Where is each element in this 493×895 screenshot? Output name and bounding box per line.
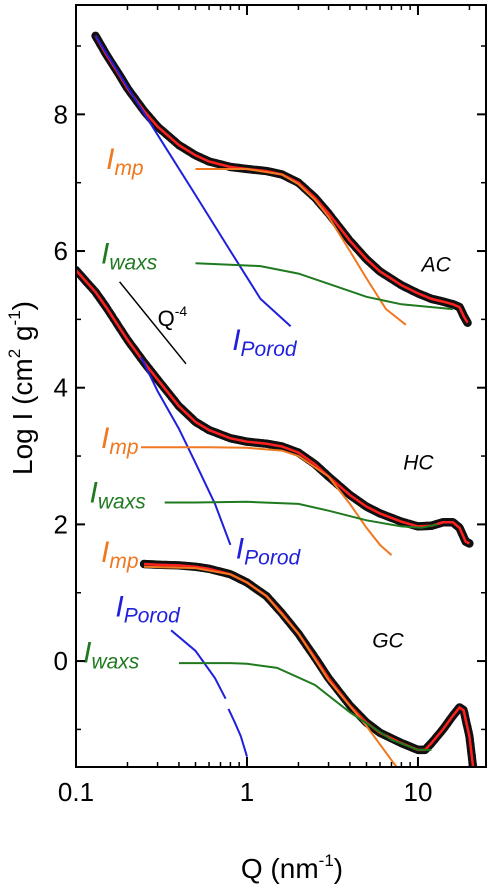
y-tick-label: 2 [54, 509, 68, 539]
slope-guide-line [119, 281, 187, 365]
label-i-mp-hc: Imp [101, 422, 139, 459]
fit-line-gc [143, 562, 475, 767]
mp-line-hc [141, 446, 393, 556]
waxs-line-ac [195, 262, 453, 311]
x-tick-label: 0.1 [58, 777, 94, 807]
label-i-porod-ac: IPorod [232, 324, 298, 361]
x-tick-label: 1 [240, 777, 254, 807]
mp-line-ac [195, 168, 407, 326]
porod-line-ac [94, 35, 292, 327]
axes: Imp Iwaxs IPorod AC Imp Iwaxs IPorod HC Imp Iwaxs… [54, 5, 486, 807]
plot-frame [75, 4, 487, 768]
porod-line-gc [170, 629, 227, 700]
mp-line-gc [143, 565, 398, 767]
fit-line-hc [76, 269, 470, 545]
plot-area [76, 31, 478, 767]
label-i-porod-hc: IPorod [236, 533, 302, 570]
fit-line-ac [94, 35, 469, 324]
label-i-mp-ac: Imp [106, 143, 144, 180]
y-tick-label: 4 [54, 373, 68, 403]
data-series-ac [91, 31, 472, 327]
label-i-waxs-gc: Iwaxs [83, 636, 140, 673]
y-tick-label: 0 [54, 646, 68, 676]
sample-label-ac: AC [420, 254, 452, 277]
porod-line-hc [140, 356, 232, 546]
sample-label-hc: HC [403, 452, 434, 475]
x-axis-title: Q (nm-1) [241, 851, 343, 884]
label-i-waxs-hc: Iwaxs [90, 477, 147, 514]
porod-line-gc-b [227, 708, 248, 757]
label-i-porod-gc: IPorod [115, 591, 181, 628]
x-tick-label: 10 [403, 777, 432, 807]
label-i-waxs-ac: Iwaxs [101, 237, 158, 274]
data-series-gc [139, 559, 478, 767]
waxs-line-gc [178, 662, 432, 751]
waxs-line-hc [164, 500, 438, 529]
y-axis-title: Log I (cm2 g-1) [5, 301, 38, 475]
y-tick-label: 6 [54, 236, 68, 266]
y-tick-label: 8 [54, 99, 68, 129]
slope-label: Q-4 [158, 303, 188, 331]
label-i-mp-gc: Imp [101, 536, 139, 573]
sample-label-gc: GC [372, 629, 404, 652]
